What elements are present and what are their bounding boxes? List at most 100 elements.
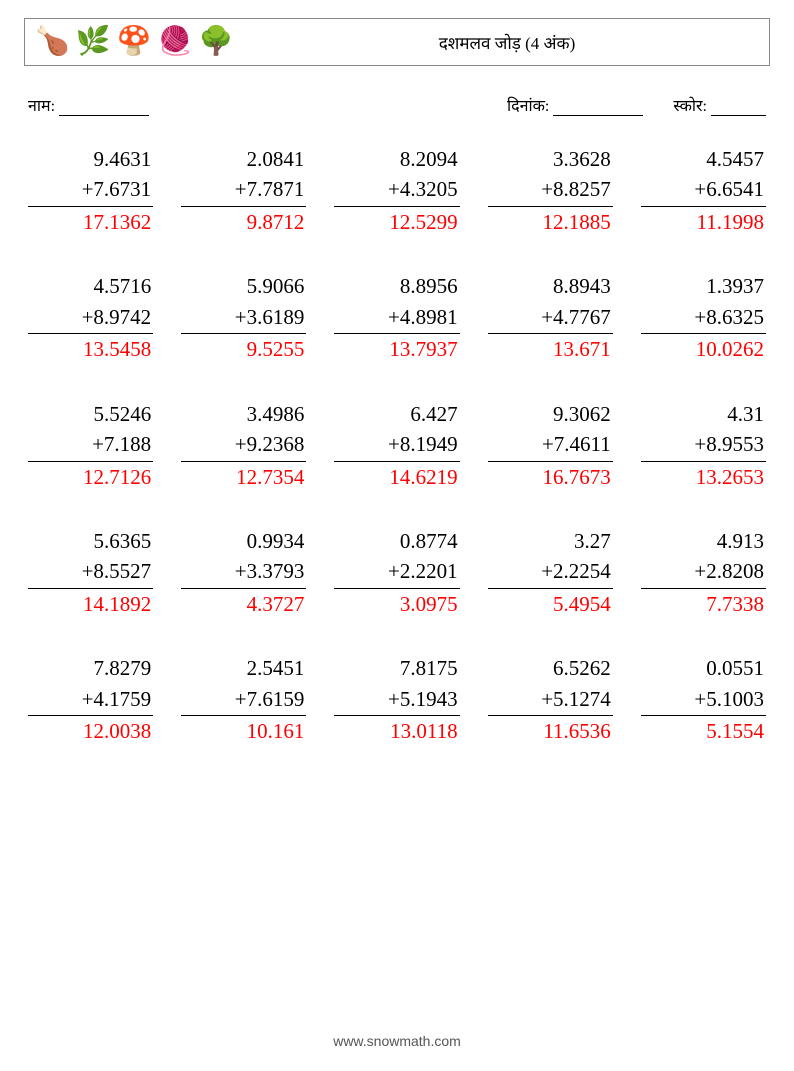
operand-2: +3.3793 [181, 556, 306, 588]
problem-cell: 0.9934+3.37934.3727 [181, 526, 306, 619]
operand-2: +2.8208 [641, 556, 766, 588]
problem-cell: 7.8175+5.194313.0118 [334, 653, 459, 746]
operand-2: +7.188 [28, 429, 153, 461]
problem-cell: 8.2094+4.320512.5299 [334, 144, 459, 237]
meta-row: नाम: दिनांक: स्कोर: [28, 94, 766, 116]
name-blank [59, 98, 149, 116]
operand-2: +8.1949 [334, 429, 459, 461]
turkey-icon: 🍗 [35, 28, 70, 56]
answer: 5.1554 [641, 716, 766, 746]
problem-cell: 4.5716+8.974213.5458 [28, 271, 153, 364]
answer: 17.1362 [28, 207, 153, 237]
score-label: स्कोर: [673, 98, 707, 115]
problem-cell: 5.5246+7.18812.7126 [28, 399, 153, 492]
operand-2: +4.7767 [488, 302, 613, 334]
operand-2: +4.8981 [334, 302, 459, 334]
answer: 4.3727 [181, 589, 306, 619]
operand-1: 4.5457 [706, 144, 766, 174]
problem-cell: 3.27+2.22545.4954 [488, 526, 613, 619]
date-field: दिनांक: [507, 94, 643, 116]
operand-1: 7.8279 [93, 653, 153, 683]
hat-icon: 🧶 [158, 28, 193, 56]
problem-cell: 5.9066+3.61899.5255 [181, 271, 306, 364]
problem-cell: 4.5457+6.654111.1998 [641, 144, 766, 237]
problem-cell: 3.4986+9.236812.7354 [181, 399, 306, 492]
operand-1: 3.3628 [553, 144, 613, 174]
leaf-icon: 🌿 [76, 28, 111, 56]
operand-1: 0.0551 [706, 653, 766, 683]
operand-2: +8.9742 [28, 302, 153, 334]
operand-1: 3.27 [574, 526, 613, 556]
answer: 16.7673 [488, 462, 613, 492]
name-label: नाम: [28, 98, 55, 115]
date-label: दिनांक: [507, 98, 549, 115]
operand-2: +4.3205 [334, 174, 459, 206]
operand-1: 8.2094 [400, 144, 460, 174]
operand-2: +8.9553 [641, 429, 766, 461]
answer: 13.5458 [28, 334, 153, 364]
header-icons: 🍗 🌿 🍄 🧶 🌳 [35, 28, 233, 56]
answer: 13.7937 [334, 334, 459, 364]
problem-cell: 8.8943+4.776713.671 [488, 271, 613, 364]
operand-1: 0.8774 [400, 526, 460, 556]
problem-cell: 8.8956+4.898113.7937 [334, 271, 459, 364]
operand-1: 5.9066 [247, 271, 307, 301]
operand-2: +5.1003 [641, 684, 766, 716]
answer: 12.0038 [28, 716, 153, 746]
answer: 9.8712 [181, 207, 306, 237]
operand-2: +6.6541 [641, 174, 766, 206]
problem-cell: 7.8279+4.175912.0038 [28, 653, 153, 746]
answer: 10.0262 [641, 334, 766, 364]
problems-grid: 9.4631+7.673117.1362 2.0841+7.78719.8712 8… [28, 144, 766, 747]
problem-cell: 9.3062+7.461116.7673 [488, 399, 613, 492]
operand-2: +8.6325 [641, 302, 766, 334]
operand-1: 8.8956 [400, 271, 460, 301]
problem-cell: 5.6365+8.552714.1892 [28, 526, 153, 619]
operand-2: +7.4611 [488, 429, 613, 461]
answer: 12.7126 [28, 462, 153, 492]
operand-2: +8.5527 [28, 556, 153, 588]
answer: 11.1998 [641, 207, 766, 237]
problem-cell: 0.8774+2.22013.0975 [334, 526, 459, 619]
operand-1: 6.427 [410, 399, 459, 429]
answer: 10.161 [181, 716, 306, 746]
answer: 14.1892 [28, 589, 153, 619]
answer: 13.671 [488, 334, 613, 364]
date-blank [553, 98, 643, 116]
answer: 14.6219 [334, 462, 459, 492]
operand-2: +7.7871 [181, 174, 306, 206]
operand-2: +5.1943 [334, 684, 459, 716]
problem-cell: 1.3937+8.632510.0262 [641, 271, 766, 364]
operand-1: 2.0841 [247, 144, 307, 174]
operand-1: 3.4986 [247, 399, 307, 429]
mushroom-icon: 🍄 [117, 28, 152, 56]
answer: 7.7338 [641, 589, 766, 619]
operand-2: +7.6159 [181, 684, 306, 716]
operand-1: 4.31 [727, 399, 766, 429]
operand-2: +9.2368 [181, 429, 306, 461]
footer-url: www.snowmath.com [0, 1033, 794, 1049]
problem-cell: 0.0551+5.10035.1554 [641, 653, 766, 746]
operand-2: +8.8257 [488, 174, 613, 206]
operand-1: 1.3937 [706, 271, 766, 301]
operand-1: 4.913 [717, 526, 766, 556]
problem-cell: 6.5262+5.127411.6536 [488, 653, 613, 746]
operand-1: 9.4631 [93, 144, 153, 174]
score-field: स्कोर: [673, 94, 766, 116]
name-field: नाम: [28, 94, 149, 116]
problem-cell: 2.0841+7.78719.8712 [181, 144, 306, 237]
operand-1: 7.8175 [400, 653, 460, 683]
problem-cell: 4.31+8.955313.2653 [641, 399, 766, 492]
operand-1: 4.5716 [93, 271, 153, 301]
operand-2: +5.1274 [488, 684, 613, 716]
operand-1: 2.5451 [247, 653, 307, 683]
answer: 13.2653 [641, 462, 766, 492]
answer: 11.6536 [488, 716, 613, 746]
answer: 13.0118 [334, 716, 459, 746]
problem-cell: 3.3628+8.825712.1885 [488, 144, 613, 237]
problem-cell: 2.5451+7.615910.161 [181, 653, 306, 746]
operand-2: +7.6731 [28, 174, 153, 206]
answer: 12.5299 [334, 207, 459, 237]
answer: 9.5255 [181, 334, 306, 364]
operand-1: 8.8943 [553, 271, 613, 301]
